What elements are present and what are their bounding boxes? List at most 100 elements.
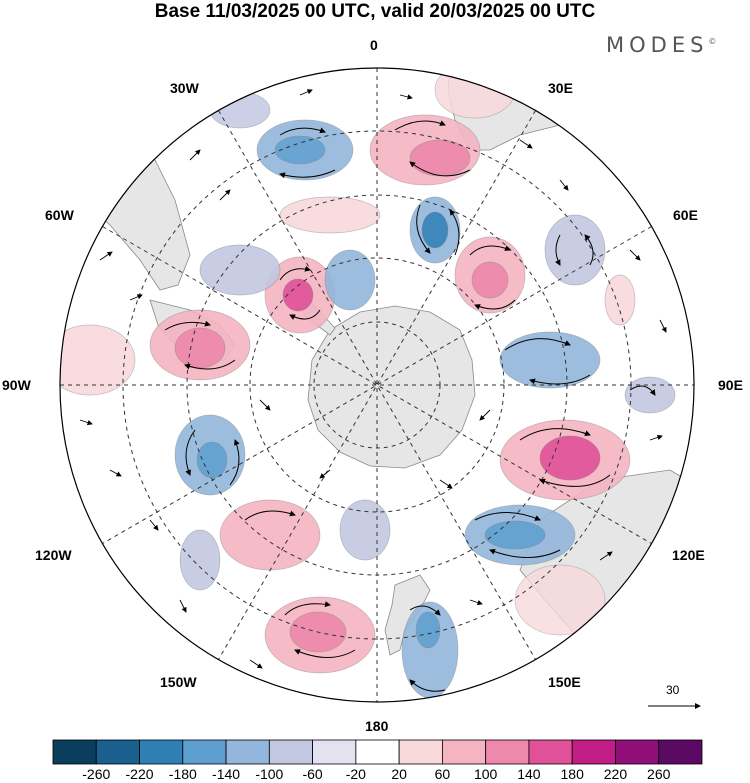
colorbar-swatch [571, 739, 616, 765]
map-title: Base 11/03/2025 00 UTC, valid 20/03/2025… [154, 1, 596, 22]
colorbar-tick-label: 60 [434, 766, 451, 782]
wind-arrow [79, 419, 93, 426]
anomaly-shading [60, 68, 676, 699]
wind-arrow [219, 189, 231, 201]
colorbar-swatch [658, 739, 703, 765]
colorbar-swatch [398, 739, 443, 765]
wind-arrow [279, 169, 336, 179]
wind-arrow [489, 548, 561, 558]
wind-arrow [539, 474, 611, 487]
meridian-line [102, 226, 652, 544]
colorbar-swatch [355, 739, 400, 765]
anomaly-blob [196, 441, 228, 479]
wind-arrow [416, 204, 431, 254]
meridian-line [218, 110, 536, 660]
copyright-mark: © [708, 37, 717, 46]
colorbar-tick-label: 180 [560, 766, 584, 782]
wind-arrow [519, 428, 591, 441]
wind-arrow [409, 605, 441, 616]
lon-label-0: 0 [370, 37, 378, 53]
wind-arrow [529, 374, 591, 385]
colorbar-swatch [182, 739, 227, 765]
lon-label-60e: 60E [673, 207, 698, 223]
anomaly-blob [539, 435, 601, 481]
wind-arrow [249, 659, 263, 669]
wind-arrow [649, 434, 663, 441]
anomaly-blob [484, 520, 546, 550]
wind-arrow [164, 320, 211, 331]
new-zealand [384, 574, 431, 656]
wind-arrow [294, 649, 356, 658]
anomaly-blob [339, 499, 391, 561]
wind-arrow [179, 599, 187, 613]
colorbar-tick-label: -220 [125, 766, 154, 782]
anomaly-blob [421, 211, 449, 249]
anomaly-blob [60, 324, 136, 396]
wind-arrow [279, 127, 326, 136]
colorbar-swatch [95, 739, 140, 765]
anomaly-blob [471, 261, 509, 299]
colorbar [52, 739, 703, 765]
graticule [60, 68, 694, 702]
wind-arrow [584, 234, 594, 266]
colorbar-tick-label: 20 [391, 766, 407, 782]
anomaly-blob [274, 135, 326, 165]
anomaly-blob [499, 331, 601, 389]
wind-arrow [244, 510, 296, 521]
map-boundary [59, 67, 695, 703]
anomaly-blob [199, 244, 281, 296]
wind-arrow [149, 519, 159, 531]
wind-arrow [469, 245, 511, 256]
wind-arrow [394, 120, 446, 131]
wind-arrow [629, 249, 641, 261]
colorbar-tick-label: -180 [168, 766, 197, 782]
wind-arrow [189, 149, 201, 161]
wind-arrow [479, 409, 491, 421]
anomaly-blob [624, 376, 676, 414]
anomaly-blob [434, 68, 516, 119]
wind-arrow [129, 294, 143, 301]
brand-text: MODES [606, 33, 709, 57]
anomaly-blob [279, 196, 381, 234]
wind-arrow [185, 429, 196, 476]
lon-label-120e: 120E [672, 547, 705, 563]
colorbar-tick-label: -260 [82, 766, 111, 782]
lon-label-180: 180 [365, 718, 389, 734]
colorbar-tick-label: 220 [603, 766, 628, 782]
colorbar-tick-label: -20 [345, 766, 366, 782]
wind-arrow [559, 179, 569, 191]
colorbar-swatch [225, 739, 270, 765]
wind-arrow [299, 89, 313, 96]
wind-vectors-short [79, 89, 667, 669]
lon-label-150e: 150E [548, 674, 581, 690]
lon-label-120w: 120W [35, 547, 72, 563]
colorbar-tick-label: -140 [212, 766, 241, 782]
lon-label-60w: 60W [45, 207, 74, 223]
antarctica [307, 305, 476, 469]
wind-arrow [99, 251, 113, 261]
wind-arrow [109, 469, 122, 477]
anomaly-blob [514, 564, 606, 636]
wind-arrow [284, 601, 331, 616]
anomaly-blob [324, 249, 376, 311]
colorbar-tick-label: 140 [517, 766, 541, 782]
anomaly-blob [282, 278, 314, 312]
lon-label-90e: 90E [718, 377, 743, 393]
wind-arrow [184, 359, 236, 370]
colorbar-tick-label: 260 [647, 766, 671, 782]
wind-arrow [289, 309, 321, 320]
anomaly-blob [415, 611, 441, 649]
colorbar-swatch [528, 739, 573, 765]
colorbar-swatch [268, 739, 314, 765]
lon-label-30w: 30W [170, 80, 199, 96]
lon-label-30e: 30E [548, 80, 573, 96]
modes-logo: MODES© [606, 33, 716, 57]
anomaly-blob [544, 214, 606, 286]
wind-arrow [449, 209, 460, 256]
wind-arrow [399, 94, 413, 100]
anomaly-blob [174, 327, 226, 369]
lon-label-150w: 150W [160, 674, 197, 690]
colorbar-swatch [441, 739, 487, 765]
wind-arrow [439, 479, 453, 489]
